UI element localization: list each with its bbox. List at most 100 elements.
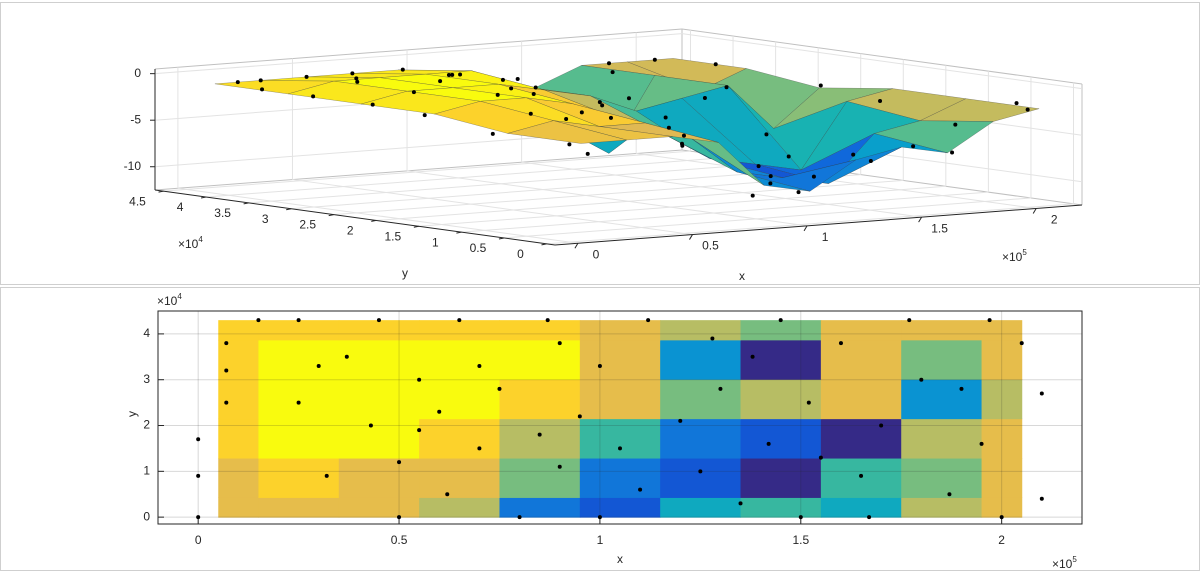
data-point [851,152,856,157]
data-point [557,341,562,346]
data-point [260,87,265,92]
y-tick-label: 4 [177,200,184,214]
data-point [907,318,912,323]
contour-cell [499,418,581,459]
data-point [607,61,612,66]
grid-line [291,168,819,210]
data-point [768,174,773,179]
tick-mark [918,216,923,223]
data-point [867,515,872,520]
data-point [838,341,843,346]
data-point [417,377,422,382]
contour-cell [579,497,661,518]
data-point [778,318,783,323]
grid-line [503,197,1031,239]
contour-cell [660,497,742,518]
data-point [545,318,550,323]
data-point [355,79,360,84]
contour-cell [981,379,1023,420]
data-point [196,437,201,442]
x-tick-label: 0.5 [702,239,719,253]
grid-line [206,156,734,198]
data-point [879,423,884,428]
data-point [859,473,864,478]
box-edge [154,28,683,70]
contour-cell [338,379,420,420]
grid-line [154,33,683,75]
contour-cell [740,339,822,380]
contour-cell [981,320,1023,341]
data-point [626,96,631,101]
data-point [608,115,613,120]
data-point [681,133,686,138]
y-tick-label: 1.5 [384,229,401,243]
grid-line [636,152,1037,209]
y-tick-label: 2 [143,418,150,432]
contour-cell [218,458,259,498]
data-point [411,90,416,95]
contour-cell [218,339,259,380]
y-axis-line [154,189,556,246]
data-point [666,125,671,130]
contour-cell [218,320,259,341]
contour-cell [820,320,902,341]
data-point [577,414,582,419]
data-point [999,515,1004,520]
grid-line [292,179,693,236]
data-point [756,164,761,169]
data-point [196,515,201,520]
data-point [585,151,590,156]
contour-cell [820,458,902,498]
data-point [445,492,450,497]
data-point [597,100,602,105]
data-point [344,354,349,359]
contour-cell [740,379,822,420]
contour-axes: 0 0.5 1 1.5 2 0 1 2 3 4 [143,310,1083,547]
data-point [438,79,443,84]
y-tick-label: 1 [143,463,150,477]
data-point [509,86,514,91]
data-point [950,150,955,155]
y-tick-label: 0 [517,247,524,261]
data-point [786,154,791,159]
contour-cell [579,418,661,459]
data-point [702,95,707,100]
grid-line [461,191,989,233]
data-point [710,336,715,341]
x-tick-label: 2 [1051,213,1058,227]
x-axis-label: x [739,269,745,283]
x-tick-label: 1 [822,230,829,244]
contour-cell [901,320,983,341]
data-point [818,455,823,460]
data-point [680,143,685,148]
contour-cell [338,339,420,380]
z-tick-label: -5 [130,112,141,126]
y-exponent: ×104 [178,235,203,251]
data-point [811,174,816,179]
contour-cell [338,320,420,341]
data-point [417,428,422,433]
data-point [400,67,405,72]
contour-cell [740,418,822,459]
contour-cell [258,418,340,459]
box-edge [681,28,1083,85]
grid-line [681,33,1083,90]
data-point [987,318,992,323]
data-point [397,515,402,520]
data-point [911,144,916,149]
contour-cell [419,458,500,498]
axes-box [157,310,1083,525]
data-point [764,132,769,137]
x-exponent: ×105 [1002,248,1027,264]
box-edge [154,149,683,191]
data-point [768,181,773,186]
data-point [368,423,373,428]
data-point [806,400,811,405]
x-tick-label: 0 [593,247,600,261]
grid-line [546,203,1074,245]
contour-cell [338,418,420,459]
data-point [750,193,755,198]
data-point [495,92,500,97]
